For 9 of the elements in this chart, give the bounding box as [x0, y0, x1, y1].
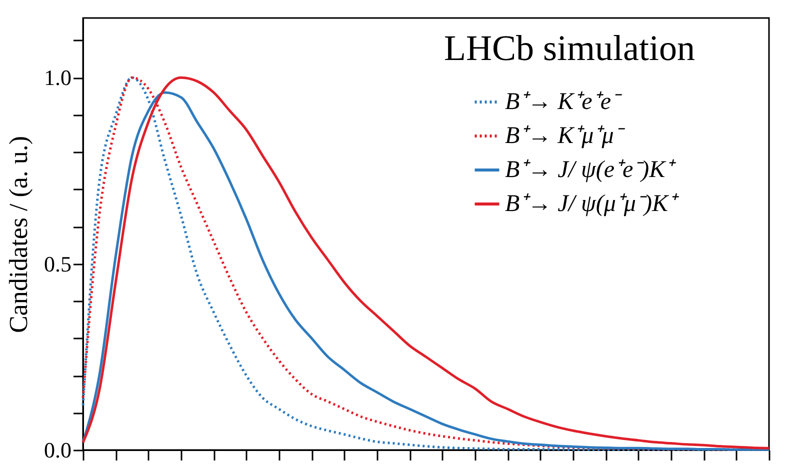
- legend-label: B⁺→ K⁺e⁺e⁻: [505, 89, 622, 115]
- y-tick-label: 1.0: [44, 65, 72, 90]
- legend-label: B⁺→ K⁺μ⁺μ⁻: [505, 123, 625, 149]
- legend-label: B⁺→ J/ ψ(e⁺e⁻)K⁺: [505, 157, 676, 183]
- y-tick-label: 0.5: [44, 251, 72, 276]
- y-axis-title: Candidates / (a. u.): [4, 136, 33, 334]
- y-tick-label: 0.0: [44, 438, 72, 462]
- annotation: LHCb simulation: [444, 28, 695, 68]
- legend-label: B⁺→ J/ ψ(μ⁺μ⁻)K⁺: [505, 191, 679, 217]
